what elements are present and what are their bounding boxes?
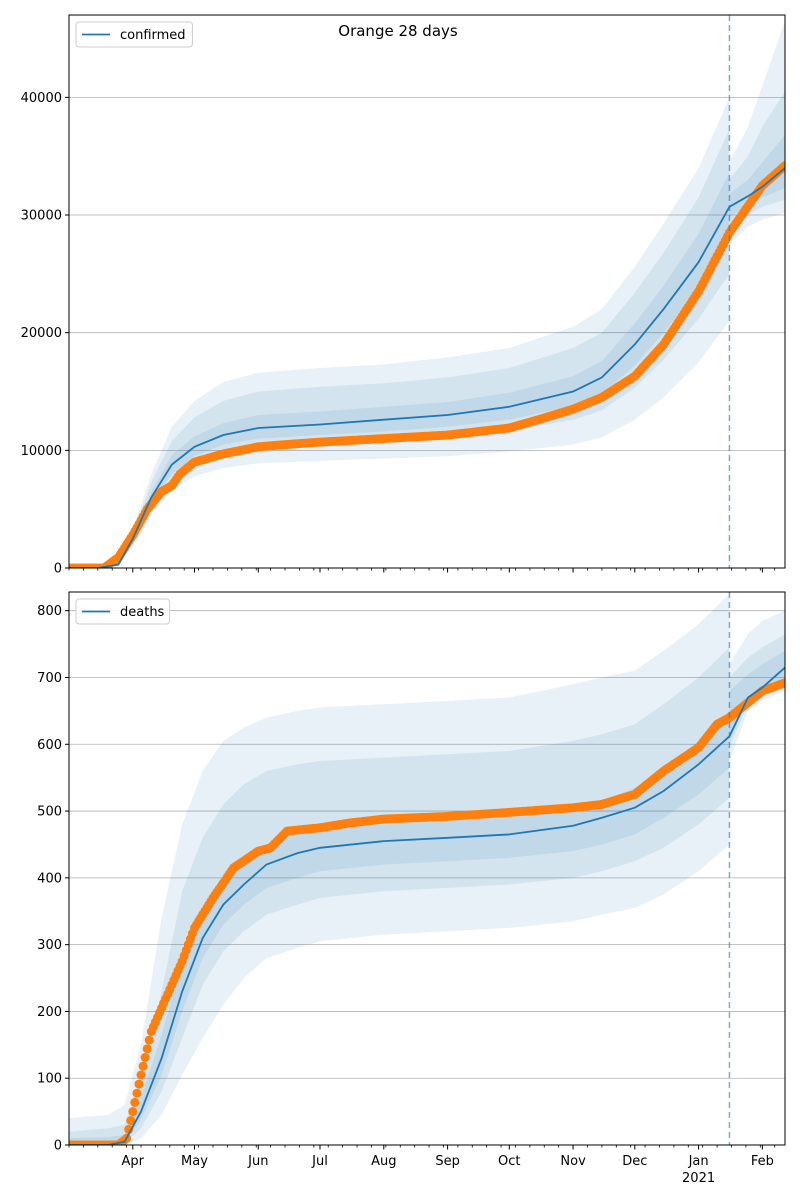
x-tick-label: Aug <box>371 1154 396 1169</box>
legend: deaths <box>75 598 171 625</box>
legend-label: deaths <box>120 605 165 620</box>
model-band-1 <box>69 647 730 1145</box>
observed-point <box>128 1107 138 1117</box>
model-band-1 <box>69 129 730 568</box>
x-tick-label: May <box>181 1154 208 1169</box>
observed-point <box>780 678 785 688</box>
y-tick-label: 600 <box>37 738 62 753</box>
x-tick-label: Jan <box>688 1154 709 1169</box>
plot-area <box>69 20 785 568</box>
observed-points <box>69 678 785 1145</box>
x-tick-label: Apr <box>122 1154 145 1169</box>
legend-box <box>75 21 193 48</box>
deaths-panel: 0 100 200 300 400 500 600 700 800 Apr May Jun Jul Aug… <box>37 591 786 1186</box>
x-tick-label: Sep <box>435 1154 460 1169</box>
y-tick-label: 0 <box>54 562 62 577</box>
y-tick-label: 500 <box>37 805 62 820</box>
y-tick-label: 0 <box>54 1139 62 1154</box>
model-band-0 <box>69 594 730 1145</box>
forecast-band-0 <box>729 20 785 245</box>
axes-frame <box>68 591 786 1146</box>
axes-frame <box>68 14 786 569</box>
legend: confirmed <box>75 21 193 48</box>
observed-point <box>126 1116 136 1125</box>
x-tick-label: Jul <box>311 1154 328 1169</box>
y-tick-label: 10000 <box>21 444 62 459</box>
y-tick-label: 200 <box>37 1005 62 1020</box>
forecast-line <box>728 167 785 208</box>
forecast-band-1 <box>729 91 785 230</box>
observed-point <box>130 1097 140 1107</box>
model-band-2 <box>69 710 730 1145</box>
x-tick-label: Dec <box>622 1154 647 1169</box>
observed-point <box>144 1035 154 1045</box>
observed-point <box>134 1079 144 1089</box>
y-tick-label: 30000 <box>21 209 62 224</box>
observed-points <box>69 161 785 568</box>
legend-label: confirmed <box>120 28 186 43</box>
y-tick-label: 400 <box>37 871 62 886</box>
x-tick-label: Oct <box>498 1154 520 1169</box>
figure-title: Orange 28 days <box>338 22 458 40</box>
y-tick-label: 800 <box>37 604 62 619</box>
observed-point <box>136 1070 146 1080</box>
forecast-band-0 <box>729 610 785 761</box>
forecast-band-2 <box>729 135 785 218</box>
x-year-label: 2021 <box>682 1171 715 1186</box>
y-tick-label: 700 <box>37 671 62 686</box>
forecast-band-2 <box>729 650 785 741</box>
x-tick-label: Feb <box>751 1154 774 1169</box>
y-tick-label: 300 <box>37 938 62 953</box>
y-tick-label: 100 <box>37 1072 62 1087</box>
x-tick-label: Nov <box>560 1154 586 1169</box>
y-tick-label: 20000 <box>21 326 62 341</box>
plot-area <box>69 594 785 1145</box>
observed-point <box>138 1061 148 1071</box>
observed-point <box>142 1044 152 1054</box>
y-tick-label: 40000 <box>21 91 62 106</box>
observed-point <box>140 1053 150 1062</box>
observed-point <box>132 1088 142 1098</box>
model-band-2 <box>69 172 730 568</box>
model-line <box>69 735 731 1145</box>
forecast-line <box>728 666 785 737</box>
confirmed-panel: 0 10000 20000 30000 40000 confirmed <box>21 14 786 577</box>
legend-box <box>75 598 171 625</box>
model-line <box>69 206 731 568</box>
x-tick-label: Jun <box>247 1154 268 1169</box>
